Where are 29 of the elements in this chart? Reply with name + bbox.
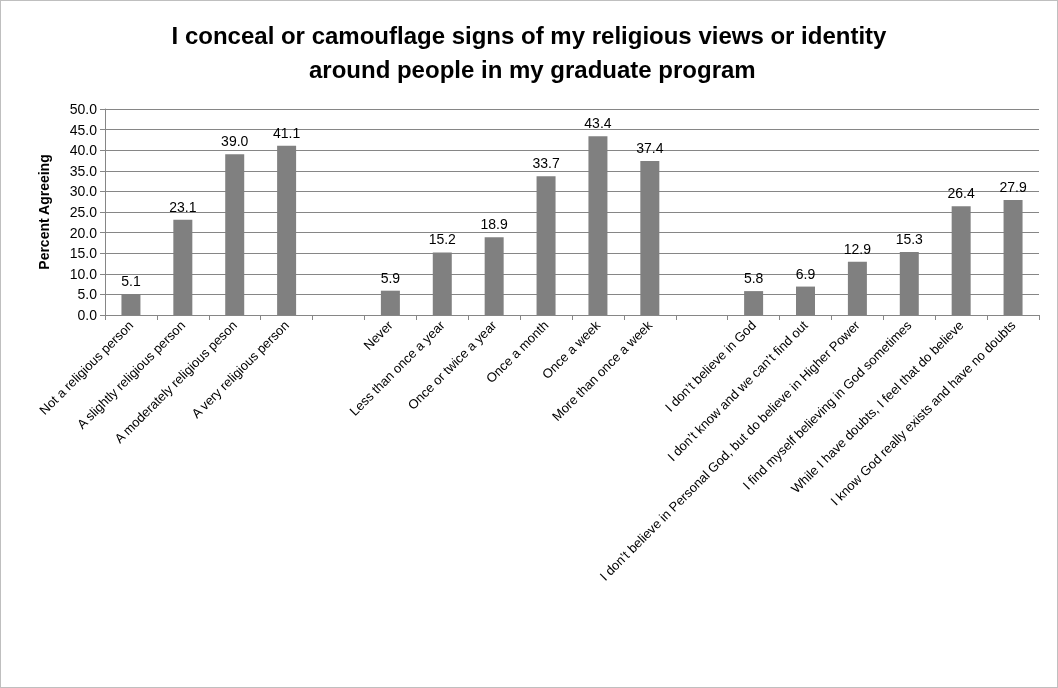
- y-tick-label: 20.0: [69, 224, 98, 241]
- data-label: 12.9: [843, 240, 872, 257]
- data-label: 33.7: [532, 155, 560, 172]
- data-label: 18.9: [480, 216, 508, 233]
- y-tick-label: 25.0: [69, 204, 98, 220]
- y-tick-label: 40.0: [69, 142, 98, 159]
- data-label: 5.1: [121, 272, 141, 289]
- y-tick-label: 15.0: [69, 245, 98, 262]
- y-axis-title: Percent Agreeing: [36, 154, 52, 270]
- y-tick-label: 30.0: [69, 183, 98, 200]
- data-label: 41.1: [272, 124, 301, 141]
- data-label: 37.4: [636, 139, 664, 156]
- chart-title: I conceal or camouflage signs of my religious views or identity around people in my graduate program: [171, 21, 888, 83]
- y-tick-label: 45.0: [69, 121, 98, 138]
- y-tick-label: 10.0: [69, 265, 98, 282]
- data-label: 15.3: [895, 230, 924, 247]
- y-tick-label: 35.0: [69, 162, 98, 179]
- data-label: 26.4: [947, 185, 975, 202]
- y-tick-label: 5.0: [77, 286, 98, 303]
- data-label: 15.2: [428, 231, 457, 248]
- data-label: 23.1: [169, 198, 197, 215]
- data-label: 5.9: [380, 269, 401, 286]
- data-label: 6.9: [795, 265, 816, 282]
- y-tick-label: 0.0: [77, 307, 98, 323]
- data-label: 5.8: [743, 270, 764, 287]
- data-label: 27.9: [999, 179, 1027, 196]
- data-label: 43.4: [584, 115, 612, 132]
- data-label: 39.0: [221, 133, 249, 150]
- y-tick-label: 50.0: [69, 101, 98, 117]
